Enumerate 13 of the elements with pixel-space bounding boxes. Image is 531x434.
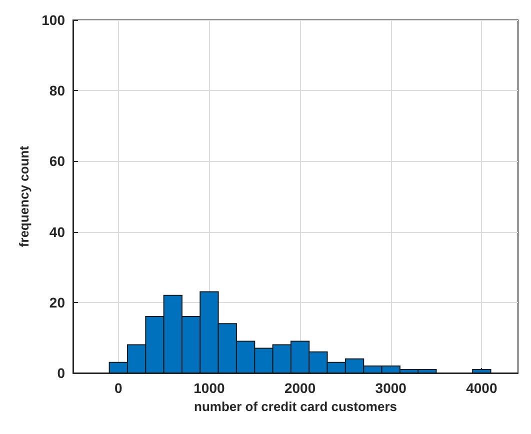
y-tick-label: 20 [49, 294, 66, 310]
y-tick-label: 60 [49, 153, 66, 170]
x-tick-label: 4000 [466, 380, 498, 396]
y-axis-title: frequency count [16, 145, 32, 248]
y-tick-label: 80 [49, 82, 66, 99]
x-axis-title: number of credit card customers [194, 398, 397, 414]
y-tick-label: 0 [57, 365, 66, 381]
x-tick-label: 1000 [194, 380, 226, 396]
x-tick-label: 2000 [284, 380, 316, 396]
x-tick-label: 3000 [375, 380, 407, 396]
y-tick-label: 100 [42, 12, 66, 28]
y-tick-label: 40 [49, 224, 66, 240]
x-tick-label: 0 [114, 380, 123, 396]
